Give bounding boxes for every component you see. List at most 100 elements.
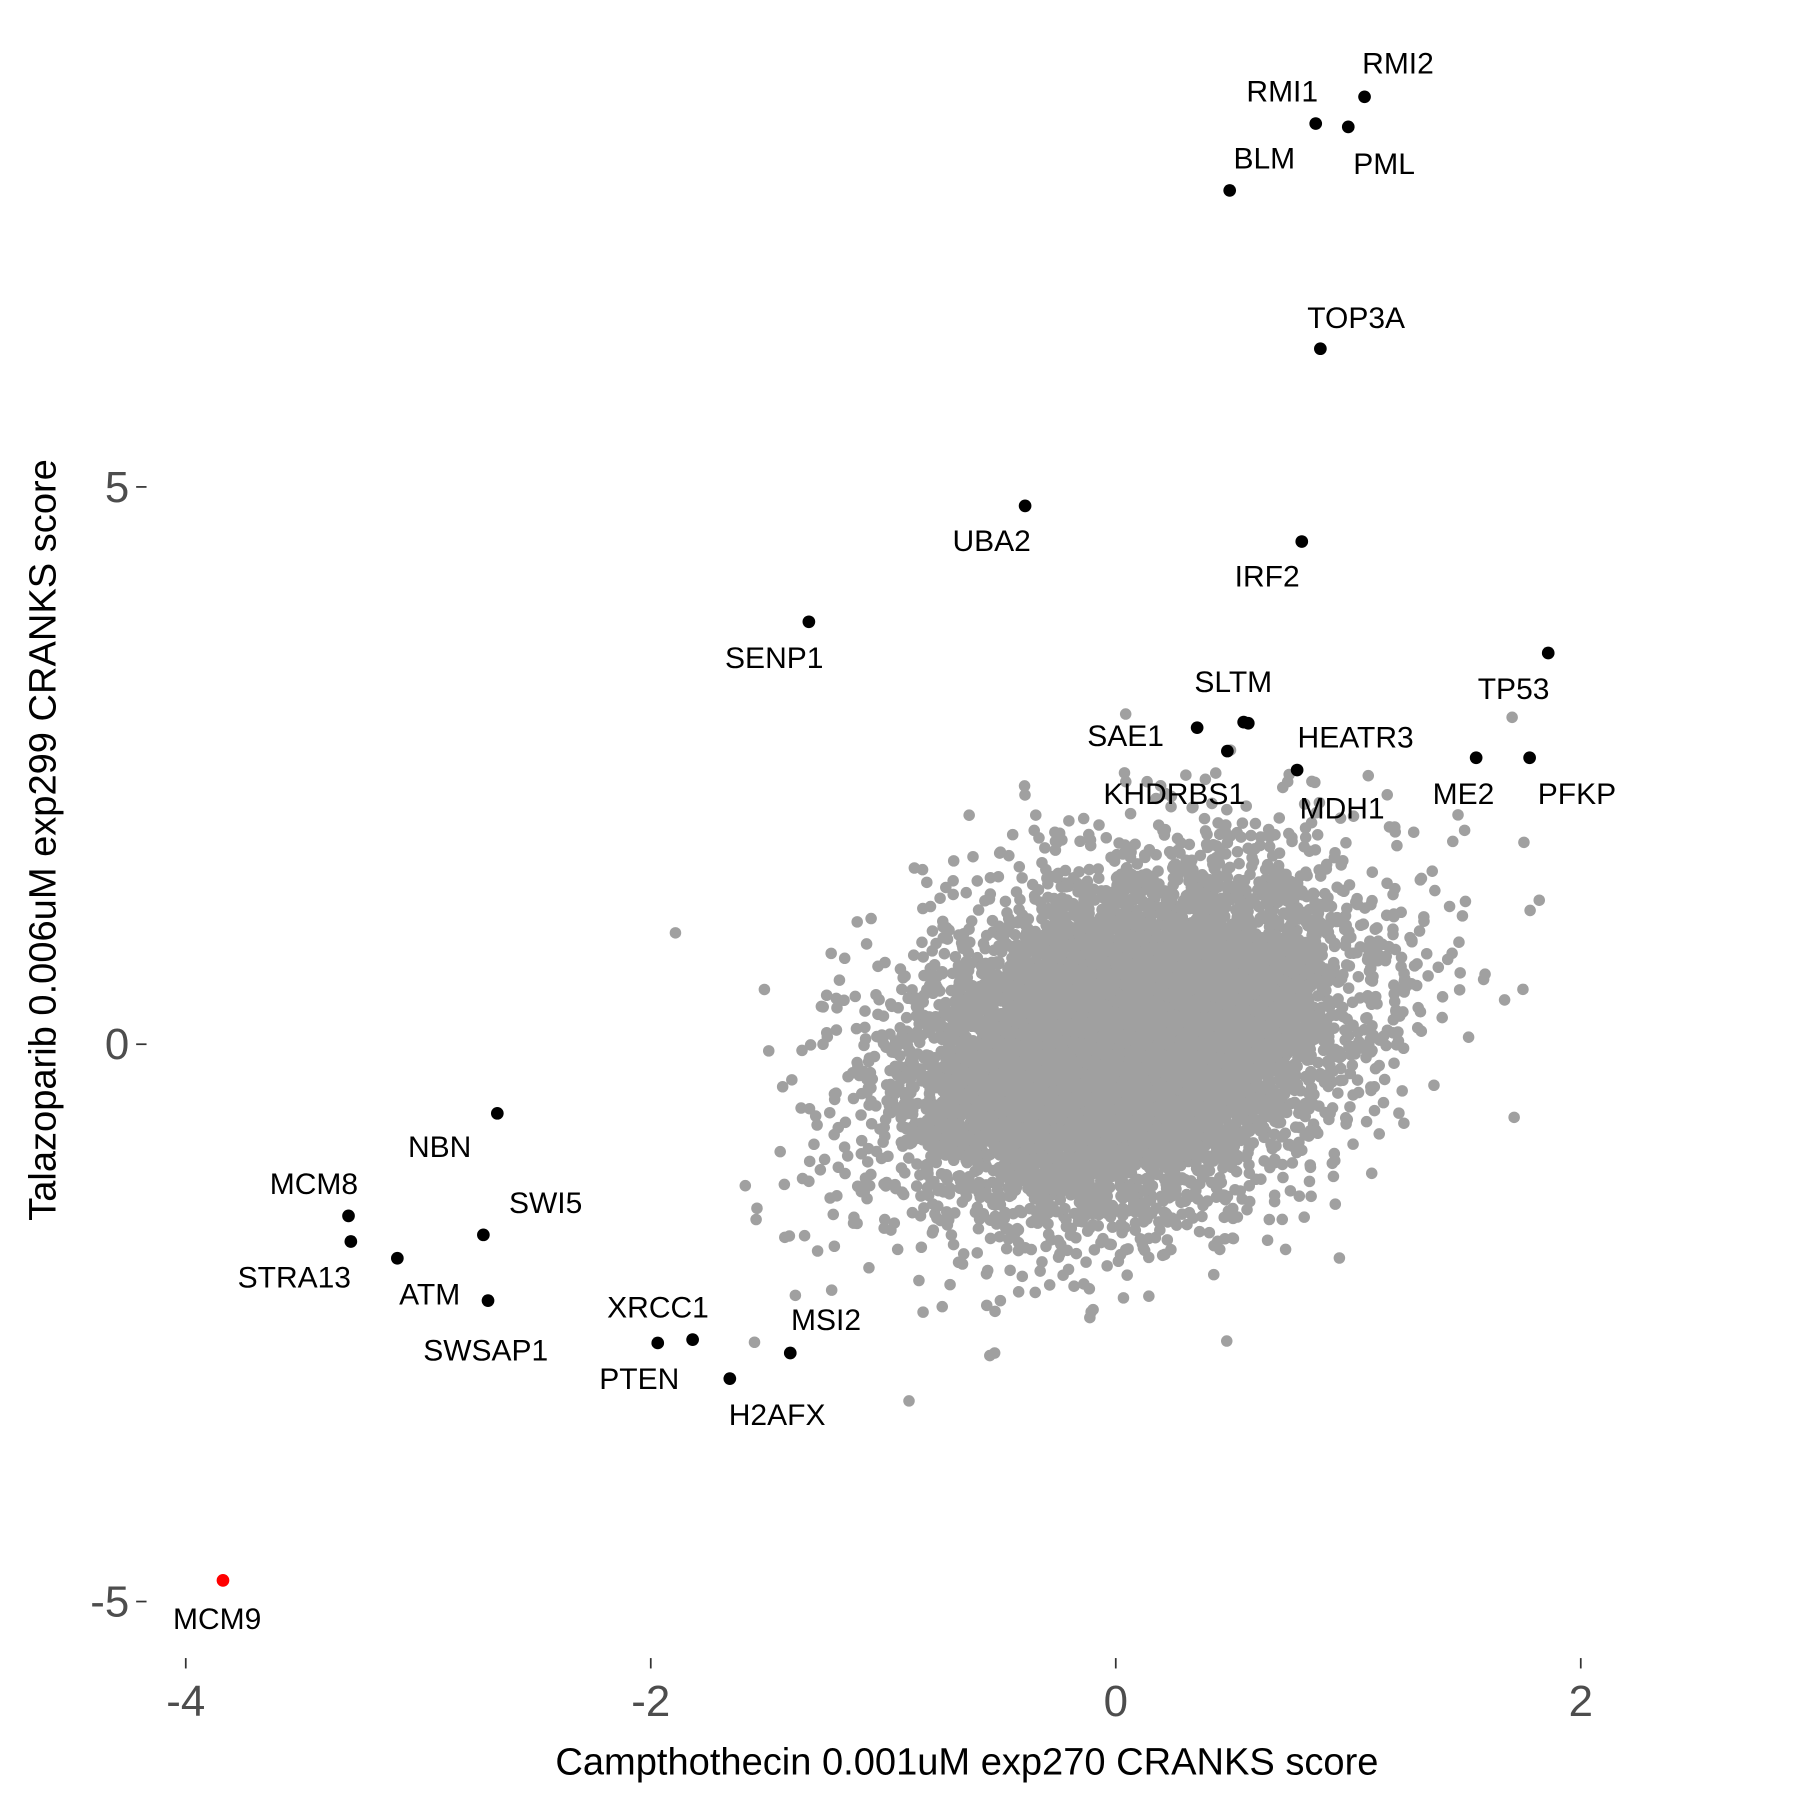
background-point bbox=[1143, 1290, 1155, 1302]
background-point bbox=[993, 1230, 1006, 1243]
background-point bbox=[1298, 798, 1311, 810]
background-point bbox=[1365, 1167, 1378, 1180]
background-point bbox=[1453, 936, 1465, 948]
background-point bbox=[894, 1022, 907, 1034]
background-point bbox=[1310, 806, 1323, 819]
background-point bbox=[1393, 1107, 1405, 1119]
background-point bbox=[949, 950, 962, 963]
background-point bbox=[971, 875, 984, 887]
background-point bbox=[1036, 1256, 1048, 1268]
background-point bbox=[1004, 1264, 1016, 1277]
background-point bbox=[1377, 1096, 1390, 1109]
background-point bbox=[913, 1274, 925, 1287]
background-point bbox=[895, 1112, 907, 1124]
background-point bbox=[1327, 1170, 1340, 1183]
background-point bbox=[1347, 1138, 1359, 1150]
background-point bbox=[1029, 809, 1042, 821]
background-point bbox=[1366, 866, 1379, 878]
background-point bbox=[916, 936, 928, 949]
background-point bbox=[851, 1217, 863, 1230]
background-point bbox=[944, 1278, 956, 1291]
background-point bbox=[1286, 1157, 1299, 1169]
background-point bbox=[947, 875, 959, 887]
background-point bbox=[1517, 983, 1529, 996]
background-point bbox=[1092, 863, 1104, 875]
background-point bbox=[963, 809, 975, 821]
background-point bbox=[1080, 1256, 1092, 1268]
background-point bbox=[1304, 1161, 1317, 1174]
background-point bbox=[1039, 842, 1051, 854]
background-point bbox=[1381, 789, 1394, 801]
background-point bbox=[972, 904, 985, 916]
background-point bbox=[1012, 1286, 1025, 1298]
background-point bbox=[994, 1294, 1007, 1307]
background-point bbox=[895, 1162, 908, 1174]
background-point bbox=[1016, 1270, 1029, 1283]
background-point bbox=[1193, 1225, 1206, 1238]
background-point bbox=[1063, 815, 1075, 827]
background-point bbox=[897, 1188, 910, 1201]
background-point bbox=[872, 1008, 884, 1021]
background-point bbox=[1398, 1117, 1410, 1130]
background-point bbox=[999, 895, 1012, 908]
background-point bbox=[1429, 884, 1441, 897]
background-point bbox=[1313, 796, 1326, 809]
background-point bbox=[1203, 1226, 1216, 1239]
background-point bbox=[1462, 1031, 1475, 1043]
background-point bbox=[1360, 1115, 1373, 1128]
background-point bbox=[1013, 861, 1026, 873]
background-point bbox=[1340, 837, 1352, 849]
background-point bbox=[774, 1145, 786, 1158]
background-point bbox=[921, 876, 933, 889]
background-point bbox=[803, 1155, 816, 1168]
background-point bbox=[1221, 803, 1233, 816]
background-point bbox=[1426, 865, 1439, 877]
background-point bbox=[1415, 872, 1428, 885]
background-point bbox=[1454, 967, 1466, 979]
background-point bbox=[1351, 892, 1363, 905]
background-point bbox=[1288, 1096, 1301, 1109]
background-point bbox=[789, 1289, 802, 1302]
background-point bbox=[981, 1264, 994, 1277]
background-point bbox=[1117, 1292, 1130, 1304]
background-point bbox=[762, 1045, 775, 1057]
background-point bbox=[899, 970, 911, 982]
background-point bbox=[851, 916, 863, 928]
background-point bbox=[748, 1336, 761, 1349]
background-point bbox=[1456, 910, 1469, 922]
background-point bbox=[1083, 863, 1096, 876]
background-point bbox=[823, 1106, 836, 1119]
background-point bbox=[1388, 1057, 1400, 1070]
background-point bbox=[1387, 1013, 1400, 1026]
background-point bbox=[1068, 1280, 1080, 1292]
background-point bbox=[818, 1153, 831, 1166]
background-point bbox=[1014, 893, 1026, 906]
background-point bbox=[1307, 887, 1320, 899]
background-point bbox=[1273, 812, 1286, 824]
background-point bbox=[859, 1005, 871, 1017]
background-points bbox=[669, 708, 1546, 1407]
background-point bbox=[828, 1128, 840, 1141]
background-point bbox=[1373, 1059, 1385, 1072]
background-point bbox=[1198, 812, 1211, 825]
background-point bbox=[917, 1306, 929, 1318]
background-point bbox=[957, 1248, 970, 1260]
background-point bbox=[1362, 769, 1375, 782]
background-point bbox=[1106, 1221, 1119, 1233]
background-point bbox=[1453, 984, 1466, 996]
background-point bbox=[1395, 960, 1407, 973]
background-point bbox=[896, 983, 908, 996]
background-point bbox=[1298, 1211, 1310, 1223]
background-point bbox=[1413, 925, 1426, 937]
background-point bbox=[1220, 1335, 1233, 1347]
background-point bbox=[1119, 708, 1132, 720]
background-point bbox=[860, 938, 873, 950]
background-point bbox=[1171, 832, 1184, 845]
background-point bbox=[796, 1044, 808, 1057]
background-point bbox=[811, 1245, 824, 1257]
background-point bbox=[1219, 827, 1232, 840]
background-point bbox=[1446, 835, 1459, 848]
background-point bbox=[1263, 840, 1276, 853]
background-point bbox=[960, 886, 972, 899]
